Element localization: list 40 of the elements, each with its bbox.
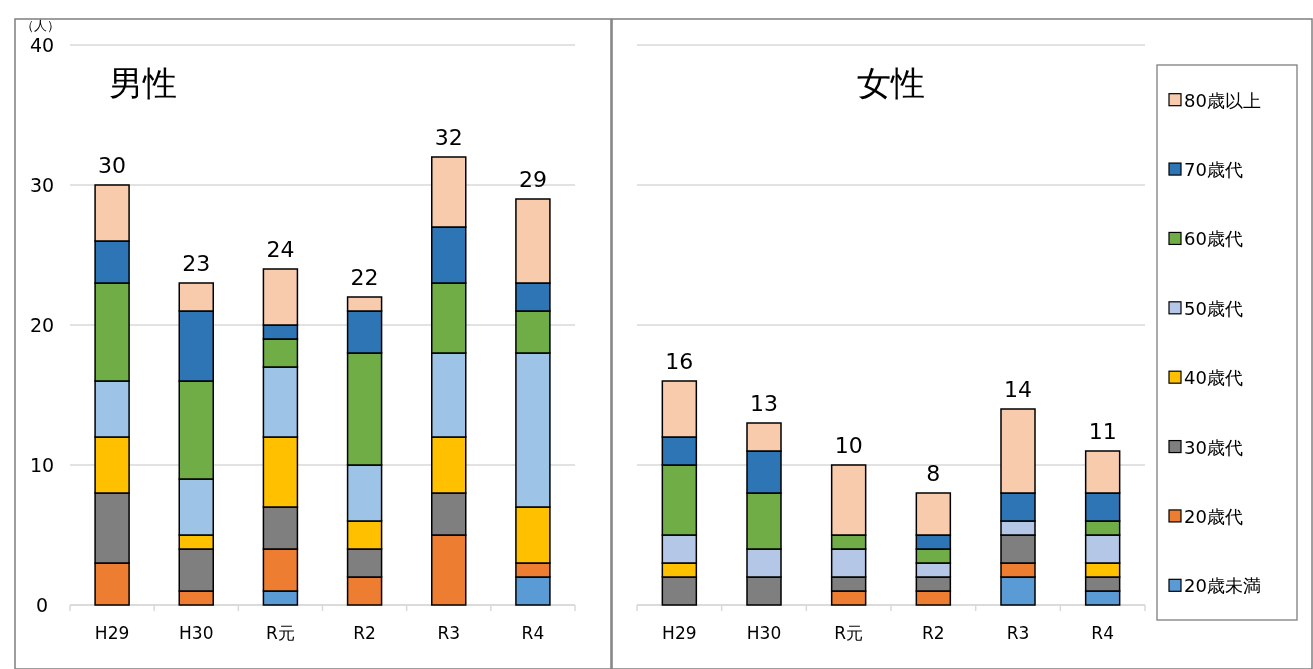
total-label: 23: [182, 251, 211, 276]
text: 男性: [108, 63, 177, 103]
legend-label: 50歳代: [1184, 297, 1243, 319]
total-label: 11: [1088, 419, 1117, 444]
total-label: 14: [1004, 377, 1032, 402]
total-label: 10: [834, 433, 863, 458]
total-label: 13: [750, 391, 778, 416]
y-tick-label: 40: [29, 34, 55, 56]
total-label: 22: [350, 265, 379, 290]
x-tick-label: R2: [922, 623, 945, 643]
x-tick-label: H29: [662, 623, 697, 643]
legend-label: 80歳以上: [1184, 89, 1261, 111]
total-label: 24: [266, 237, 295, 262]
x-tick-label: R3: [437, 623, 461, 643]
x-tick-label: R元: [266, 623, 295, 643]
x-tick-label: R2: [353, 623, 376, 643]
x-tick-label: R3: [1006, 623, 1030, 643]
total-label: 32: [434, 125, 463, 150]
y-tick-label: 10: [29, 454, 55, 476]
x-tick-label: R4: [1091, 623, 1114, 643]
legend-label: 20歳未満: [1184, 575, 1261, 597]
total-label: 16: [665, 349, 694, 374]
y-tick-label: 0: [35, 594, 49, 616]
y-axis-title: （人）: [20, 18, 60, 33]
legend-label: 30歳代: [1184, 436, 1243, 458]
total-label: 8: [926, 461, 941, 486]
text: 女性: [857, 63, 925, 103]
x-tick-label: H30: [179, 623, 214, 643]
x-tick-label: H29: [94, 623, 130, 643]
legend-label: 20歳代: [1184, 505, 1243, 527]
x-tick-label: H30: [746, 623, 782, 643]
legend-label: 70歳代: [1184, 159, 1243, 181]
total-label: 30: [98, 153, 127, 178]
x-tick-label: R4: [521, 623, 545, 643]
legend-label: 60歳代: [1184, 228, 1243, 250]
total-label: 29: [518, 167, 547, 192]
legend-label: 40歳代: [1184, 367, 1243, 389]
y-tick-label: 20: [29, 314, 55, 336]
y-tick-label: 30: [29, 174, 55, 196]
x-tick-label: R元: [834, 623, 864, 643]
